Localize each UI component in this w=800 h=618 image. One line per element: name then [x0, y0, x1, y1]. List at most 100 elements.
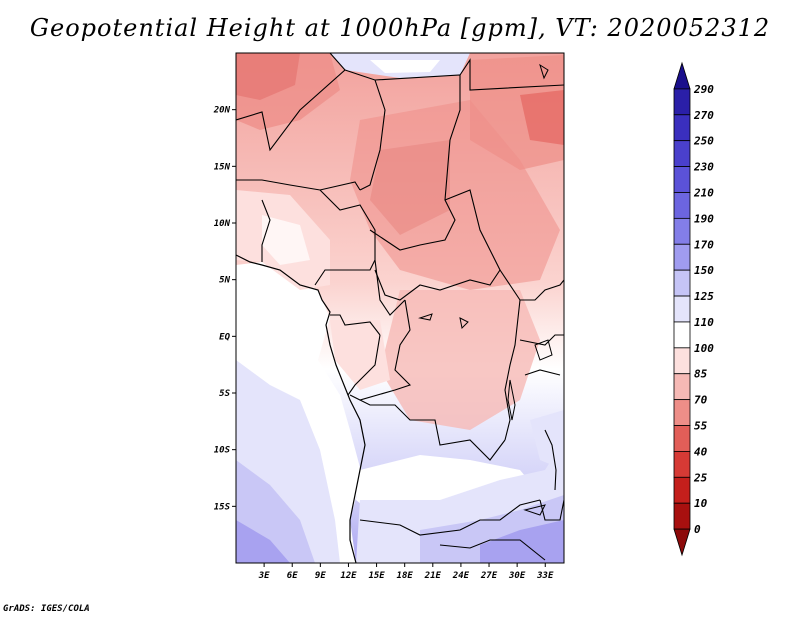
lat-label: 5N	[219, 276, 230, 286]
west-africa-white	[262, 215, 310, 265]
lat-label: 10S	[214, 446, 231, 456]
boundary-cameroon-east	[374, 259, 406, 316]
colorbar-label: 70	[694, 394, 708, 407]
colorbar-bin	[673, 61, 691, 90]
longitude-axis: 3E 6E 9E 12E 15E 18E 21E 24E 27E 30E 33E	[258, 563, 554, 581]
boundary-angola-drc	[359, 399, 506, 461]
boundary-namibia-zambia	[359, 499, 541, 536]
colorbar-bin	[673, 114, 691, 142]
colorbar-label: 85	[694, 368, 708, 381]
congo-basin-pink	[380, 290, 540, 430]
lat-label: 15S	[214, 502, 231, 512]
colorbar-bin	[673, 476, 691, 504]
lon-label: 24E	[452, 571, 470, 581]
colorbar-label: 210	[693, 186, 714, 199]
colorbar-bin	[673, 88, 691, 116]
lon-label: 15E	[368, 571, 385, 581]
boundary-chad	[369, 74, 461, 251]
lat-label: 5S	[219, 389, 230, 399]
lake-victoria	[534, 339, 553, 361]
lon-label: 12E	[340, 571, 357, 581]
lon-label: 18E	[397, 571, 414, 581]
colorbar-label: 290	[693, 83, 714, 96]
ocean-deep-blue-region	[236, 520, 290, 563]
lon-label: 6E	[287, 571, 298, 581]
lake-1	[418, 313, 433, 321]
north-east-max	[520, 90, 564, 145]
boundary-car	[374, 189, 501, 301]
lake-kariba	[523, 504, 546, 516]
boundary-sudan-north	[459, 58, 564, 91]
boundary-mali-niger	[236, 179, 361, 191]
boundary-drc-east	[504, 299, 521, 441]
lake-2	[459, 317, 469, 330]
boundary-drc-west	[349, 299, 412, 401]
country-boundaries	[236, 53, 564, 561]
lon-label: 21E	[424, 571, 442, 581]
chad-high	[370, 140, 450, 235]
credit-text: GrADS: IGES/COLA	[3, 604, 90, 614]
north-west-max	[236, 53, 300, 100]
lat-label: 10N	[214, 219, 231, 229]
colorbar-bin	[673, 373, 691, 401]
lat-label: EQ	[219, 332, 230, 342]
colorbar-bin	[673, 399, 691, 426]
map-frame	[235, 52, 565, 564]
boundary-kenya	[519, 334, 564, 346]
lon-label: 9E	[315, 571, 326, 581]
lon-label: 33E	[536, 571, 554, 581]
height-field	[236, 53, 564, 563]
boundary-south-sudan	[499, 269, 564, 301]
lat-label: 20N	[213, 106, 231, 116]
colorbar-label: 0	[694, 523, 701, 536]
colorbar-label: 250	[693, 135, 714, 148]
west-coastline	[236, 254, 366, 563]
colorbar-bin	[673, 321, 691, 349]
colorbar-label: 170	[694, 238, 714, 251]
colorbar-label: 125	[694, 290, 714, 303]
colorbar-label: 40	[694, 445, 708, 458]
lat-label: 15N	[214, 162, 231, 172]
colorbar-label: 190	[694, 212, 714, 225]
colorbar-label: 110	[694, 316, 714, 329]
east-coastline	[544, 429, 557, 491]
boundary-benin	[261, 199, 271, 262]
colorbar-bin	[673, 451, 691, 478]
colorbar-label: 25	[693, 471, 708, 484]
colorbar-label: 55	[694, 420, 708, 433]
chart-title: Geopotential Height at 1000hPa [gpm], VT…	[29, 14, 771, 42]
colorbar-bin	[673, 243, 691, 271]
colorbar-bin	[673, 217, 691, 245]
colorbar-bin	[673, 528, 691, 557]
boundary-congo	[347, 334, 381, 396]
boundary-botswana	[439, 539, 546, 561]
boundary-algeria	[329, 53, 346, 71]
east-africa-blue	[530, 410, 564, 470]
colorbar-bin	[673, 140, 691, 167]
colorbar-label: 10	[694, 497, 708, 510]
lon-label: 3E	[258, 571, 270, 581]
colorbar-label: 100	[694, 342, 714, 355]
colorbar-bin	[673, 166, 691, 193]
colorbar-bin	[673, 295, 691, 323]
colorbar-bin	[673, 192, 691, 219]
colorbar-label: 230	[693, 161, 714, 174]
colorbar-bin	[673, 502, 691, 530]
boundary-sahel-west	[236, 69, 386, 191]
colorbar-label: 270	[693, 109, 714, 122]
boundary-tanzania	[524, 369, 561, 376]
colorbar-bin	[673, 425, 691, 452]
lon-label: 30E	[508, 571, 526, 581]
colorbar-label: 150	[694, 264, 714, 277]
gabon-light	[330, 320, 390, 390]
lake-nasser	[539, 63, 549, 80]
latitude-axis: 20N 15N 10N 5N EQ 5S 10S 15S	[213, 106, 236, 512]
lon-label: 27E	[480, 571, 498, 581]
colorbar-bin	[673, 347, 691, 375]
colorbar-bin	[673, 269, 691, 297]
boundary-gabon-north	[330, 314, 381, 336]
lake-tanganyika	[507, 379, 516, 421]
sahara-white-patch	[370, 60, 440, 73]
